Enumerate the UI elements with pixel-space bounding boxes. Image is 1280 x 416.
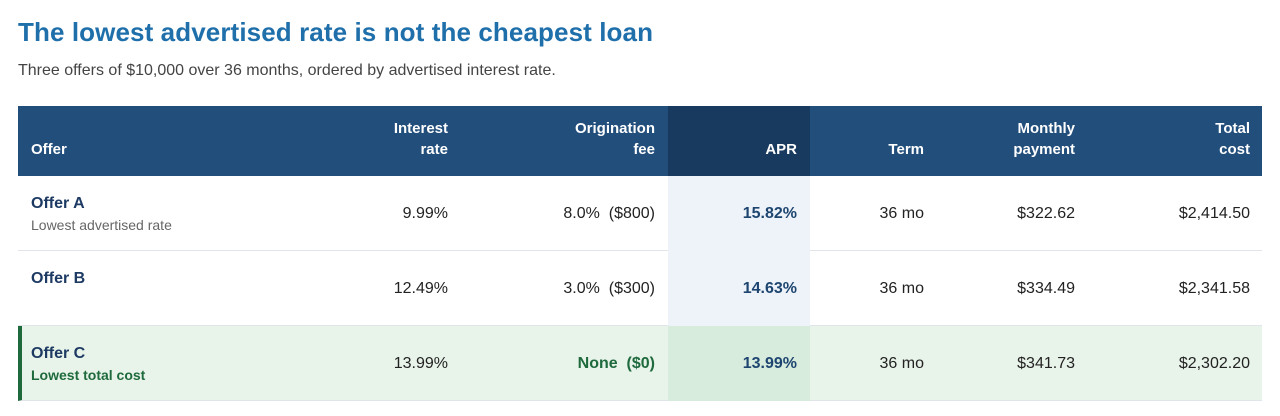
header-total-line2: cost [1219, 141, 1250, 158]
header-interest-rate: Interest rate [348, 106, 448, 176]
header-rate-line1: Interest [393, 120, 448, 137]
header-fee-line2: fee [633, 141, 655, 158]
origination-fee-cell: 3.0% ($300) [563, 279, 655, 297]
apr-column-highlight [668, 251, 810, 326]
header-monthly-payment: Monthly payment [955, 106, 1075, 176]
page-subtitle: Three offers of $10,000 over 36 months, … [18, 62, 556, 79]
apr-cell: 15.82% [742, 204, 797, 222]
table-row-offer-a: Offer A Lowest advertised rate 9.99% 8.0… [18, 176, 1262, 251]
total-cost-cell: $2,302.20 [1178, 354, 1250, 372]
header-monthly-line1: Monthly [1017, 120, 1076, 137]
monthly-payment-cell: $334.49 [1017, 279, 1075, 297]
header-apr-label: APR [765, 141, 797, 158]
term-cell: 36 mo [879, 279, 924, 297]
offer-cell: Offer B [31, 269, 85, 291]
header-rate-line2: rate [420, 141, 448, 158]
table-row-offer-c: Offer C Lowest total cost 13.99% None ($… [18, 326, 1262, 401]
offer-note: Lowest total cost [31, 367, 146, 383]
table-row-offer-b: Offer B 12.49% 3.0% ($300) 14.63% 36 mo … [18, 251, 1262, 326]
interest-rate-cell: 13.99% [393, 354, 448, 372]
interest-rate-cell: 12.49% [393, 279, 448, 297]
offer-note: Lowest advertised rate [31, 217, 172, 233]
header-offer: Offer [31, 106, 67, 176]
offer-cell: Offer C Lowest total cost [31, 344, 145, 384]
interest-rate-cell: 9.99% [402, 204, 448, 222]
total-cost-cell: $2,414.50 [1178, 204, 1250, 222]
page-title: The lowest advertised rate is not the ch… [18, 17, 654, 47]
monthly-payment-cell: $341.73 [1017, 354, 1075, 372]
header-fee-line1: Origination [575, 120, 655, 137]
header-term: Term [818, 106, 924, 176]
table-header: Offer Interest rate Origination fee APR … [18, 106, 1262, 176]
header-total-line1: Total [1215, 120, 1250, 137]
header-total-cost: Total cost [1128, 106, 1250, 176]
total-cost-cell: $2,341.58 [1178, 279, 1250, 297]
offer-name: Offer B [31, 270, 86, 287]
header-term-label: Term [888, 141, 924, 158]
apr-cell: 13.99% [742, 354, 797, 372]
term-cell: 36 mo [879, 204, 924, 222]
header-origination-fee: Origination fee [518, 106, 655, 176]
apr-cell: 14.63% [742, 279, 797, 297]
loan-comparison-table: Offer Interest rate Origination fee APR … [18, 106, 1262, 401]
header-offer-label: Offer [31, 141, 67, 158]
monthly-payment-cell: $322.62 [1017, 204, 1075, 222]
offer-name: Offer C [31, 345, 86, 362]
header-monthly-line2: payment [1013, 141, 1075, 158]
origination-fee-cell: 8.0% ($800) [563, 204, 655, 222]
apr-column-highlight [668, 176, 810, 251]
offer-name: Offer A [31, 195, 85, 212]
term-cell: 36 mo [879, 354, 924, 372]
header-apr: APR [668, 106, 810, 176]
offer-cell: Offer A Lowest advertised rate [31, 194, 172, 234]
apr-column-highlight [668, 326, 810, 401]
origination-fee-cell: None ($0) [577, 354, 655, 372]
